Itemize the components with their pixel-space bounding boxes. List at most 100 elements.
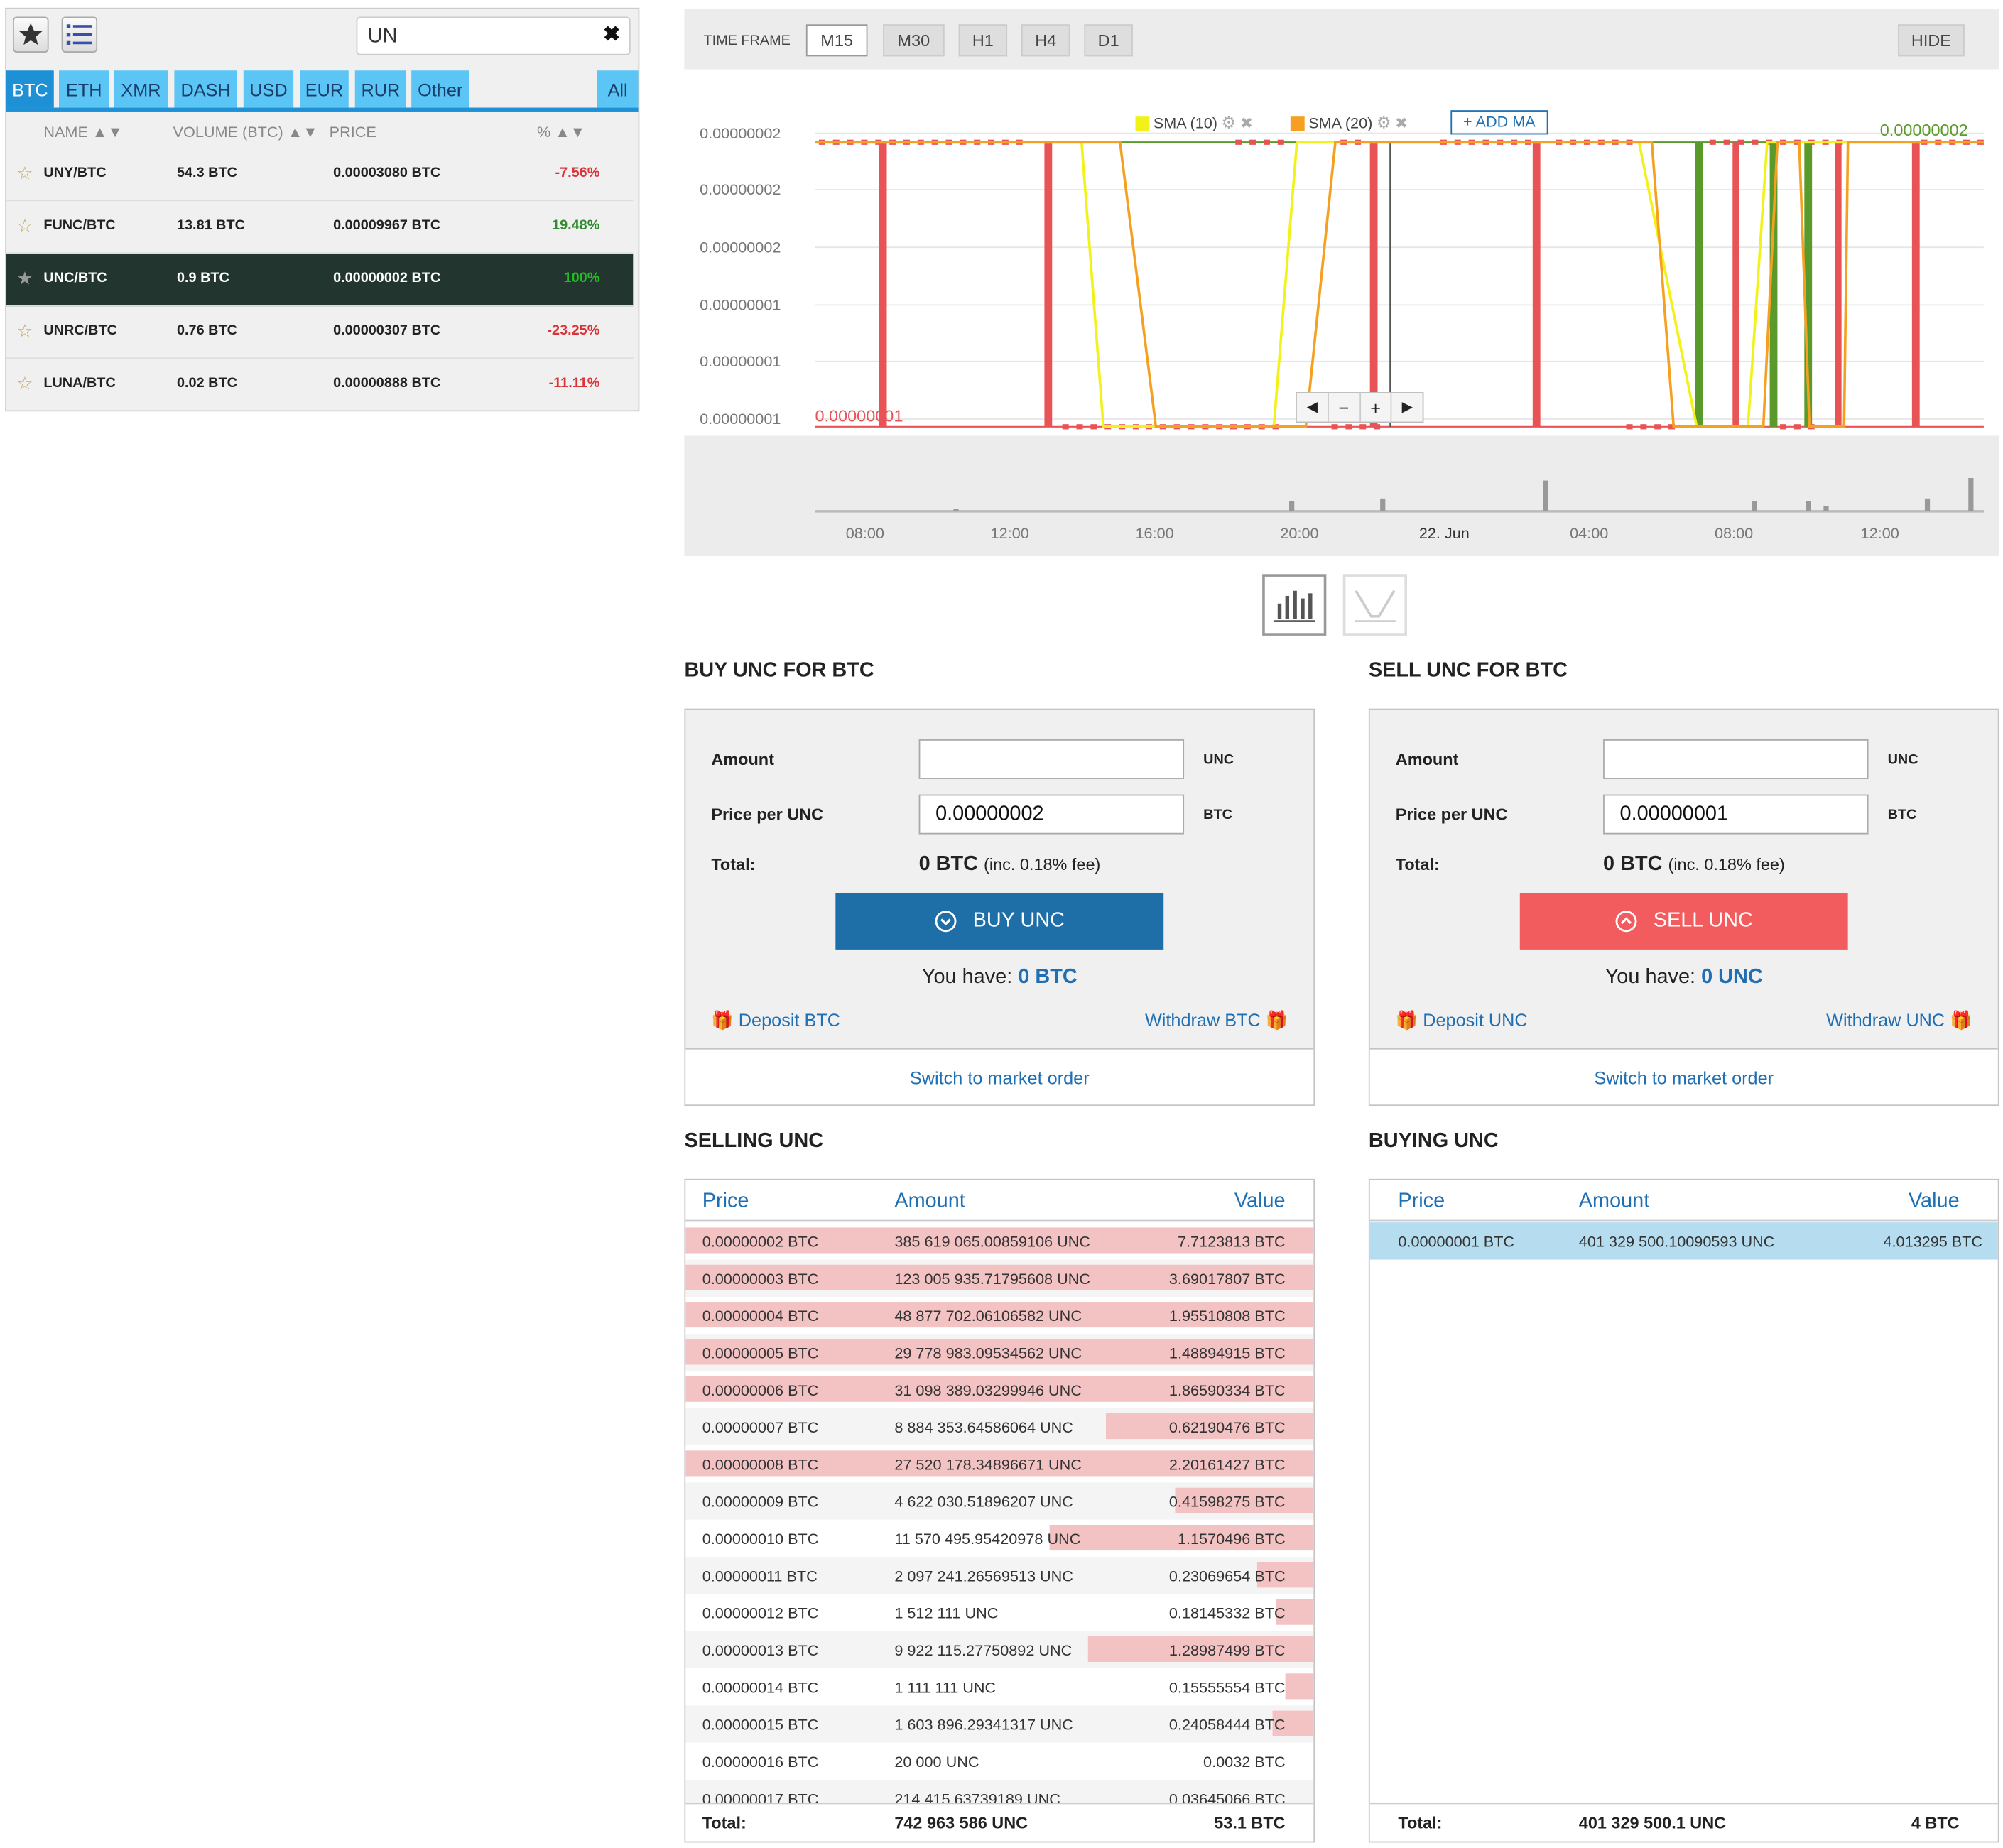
tab-usd[interactable]: USD — [243, 70, 294, 108]
scroll-left-icon[interactable]: ◀ — [1297, 393, 1329, 422]
sma20-legend[interactable]: SMA (20) ⚙ ✖ — [1290, 112, 1408, 134]
tf-h1[interactable]: H1 — [958, 24, 1008, 57]
tab-rur[interactable]: RUR — [354, 70, 406, 108]
depth-chart-toggle[interactable] — [1342, 574, 1408, 636]
tf-d1[interactable]: D1 — [1084, 24, 1133, 57]
sell-order-row[interactable]: 0.00000004 BTC 48 877 702.06106582 UNC 1… — [685, 1296, 1314, 1335]
sma10-legend[interactable]: SMA (10) ⚙ ✖ — [1135, 112, 1254, 134]
buy-amount-input[interactable] — [918, 739, 1185, 779]
withdraw-btc-link[interactable]: Withdraw BTC 🎁 — [1145, 1010, 1288, 1032]
sort-volume[interactable]: VOLUME (BTC) ▲▼ — [173, 123, 318, 141]
market-row[interactable]: ☆ UNRC/BTC 0.76 BTC 0.00000307 BTC -23.2… — [6, 306, 634, 359]
total-value: 53.1 BTC — [1214, 1812, 1286, 1833]
sell-order-row[interactable]: 0.00000015 BTC 1 603 896.29341317 UNC 0.… — [685, 1705, 1314, 1743]
star-outline-icon[interactable]: ☆ — [16, 373, 33, 393]
zoom-out-icon[interactable]: − — [1329, 393, 1361, 422]
tab-btc[interactable]: BTC — [6, 70, 54, 108]
gear-icon[interactable]: ⚙ — [1376, 112, 1391, 132]
market-row[interactable]: ☆ UNY/BTC 54.3 BTC 0.00003080 BTC -7.56% — [6, 148, 634, 202]
sort-change[interactable]: % ▲▼ — [536, 123, 586, 141]
buy-switch-market-order[interactable]: Switch to market order — [685, 1048, 1314, 1105]
sell-order-row[interactable]: 0.00000016 BTC 20 000 UNC 0.0032 BTC — [685, 1742, 1314, 1781]
x-tick-label: 22. Jun — [1419, 524, 1470, 542]
clear-search-icon[interactable]: ✖ — [603, 24, 621, 46]
candles-svg: 0.00000002 0.00000002 0.00000002 0.00000001… — [700, 124, 1984, 430]
candle-down — [1835, 142, 1842, 427]
sell-order-row[interactable]: 0.00000006 BTC 31 098 389.03299946 UNC 1… — [685, 1371, 1314, 1408]
sell-order-row[interactable]: 0.00000010 BTC 11 570 495.95420978 UNC 1… — [685, 1519, 1314, 1558]
star-outline-icon[interactable]: ☆ — [16, 215, 33, 236]
market-row[interactable]: ★ UNC/BTC 0.9 BTC 0.00000002 BTC 100% — [6, 254, 634, 307]
sell-order-row[interactable]: 0.00000008 BTC 27 520 178.34896671 UNC 2… — [685, 1445, 1314, 1483]
sell-amount-input[interactable] — [1603, 739, 1869, 779]
sell-switch-market-order[interactable]: Switch to market order — [1369, 1048, 1998, 1105]
gear-icon[interactable]: ⚙ — [1221, 112, 1237, 132]
star-outline-icon[interactable]: ☆ — [16, 163, 33, 184]
scroll-right-icon[interactable]: ▶ — [1401, 399, 1413, 415]
col-price: Price — [702, 1190, 749, 1212]
candle-up — [1769, 142, 1778, 427]
order-price: 0.00000006 BTC — [702, 1381, 819, 1400]
x-tick-label: 08:00 — [846, 524, 884, 542]
sell-order-row[interactable]: 0.00000012 BTC 1 512 111 UNC 0.18145332 … — [685, 1594, 1314, 1631]
market-volume: 0.9 BTC — [176, 270, 229, 286]
add-ma-button[interactable]: + ADD MA — [1450, 110, 1548, 135]
buy-order-row[interactable]: 0.00000001 BTC 401 329 500.10090593 UNC … — [1369, 1222, 1998, 1260]
depth-bar — [685, 1264, 1314, 1290]
sell-fee: (inc. 0.18% fee) — [1668, 854, 1785, 874]
doji-candle — [1235, 139, 1242, 145]
sell-price-input[interactable]: 0.00000001 — [1603, 794, 1869, 835]
doji-candle — [1263, 139, 1270, 145]
tab-xmr[interactable]: XMR — [114, 70, 168, 108]
star-outline-icon[interactable]: ☆ — [16, 320, 33, 341]
sell-order-row[interactable]: 0.00000007 BTC 8 884 353.64586064 UNC 0.… — [685, 1408, 1314, 1446]
sell-order-row[interactable]: 0.00000014 BTC 1 111 111 UNC 0.15555554 … — [685, 1668, 1314, 1706]
deposit-btc-link[interactable]: 🎁 Deposit BTC — [711, 1010, 840, 1032]
hide-chart-button[interactable]: HIDE — [1898, 24, 1965, 57]
sell-button[interactable]: SELL UNC — [1519, 893, 1848, 950]
tab-all[interactable]: All — [597, 70, 639, 108]
market-change: -23.25% — [547, 322, 600, 339]
sell-order-row[interactable]: 0.00000013 BTC 9 922 115.27750892 UNC 1.… — [685, 1631, 1314, 1669]
tf-h4[interactable]: H4 — [1021, 24, 1070, 57]
sell-order-row[interactable]: 0.00000002 BTC 385 619 065.00859106 UNC … — [685, 1222, 1314, 1260]
order-amount: 1 111 111 UNC — [894, 1678, 997, 1697]
order-amount: 2 097 241.26569513 UNC — [894, 1567, 1073, 1585]
star-filled-icon[interactable]: ★ — [16, 268, 33, 288]
deposit-unc-link[interactable]: 🎁 Deposit UNC — [1396, 1010, 1528, 1032]
search-input[interactable] — [367, 24, 599, 50]
order-value: 2.20161427 BTC — [1168, 1455, 1286, 1474]
tab-eth[interactable]: ETH — [58, 70, 109, 108]
tab-eur[interactable]: EUR — [300, 70, 349, 108]
sell-order-row[interactable]: 0.00000011 BTC 2 097 241.26569513 UNC 0.… — [685, 1557, 1314, 1594]
col-value: Value — [1908, 1190, 1960, 1212]
tf-m30[interactable]: M30 — [883, 24, 945, 57]
favorites-button[interactable] — [13, 16, 49, 53]
order-amount: 29 778 983.09534562 UNC — [894, 1344, 1082, 1362]
close-icon[interactable]: ✖ — [1395, 114, 1408, 132]
tf-m15[interactable]: M15 — [805, 24, 868, 57]
y-tick-label: 0.00000002 — [700, 180, 781, 198]
doji-candle — [1668, 424, 1676, 430]
depth-bar — [685, 1227, 1314, 1254]
tab-dash[interactable]: DASH — [174, 70, 237, 108]
tab-other[interactable]: Other — [411, 70, 469, 108]
market-row[interactable]: ☆ FUNC/BTC 13.81 BTC 0.00009967 BTC 19.4… — [6, 201, 634, 254]
list-view-button[interactable] — [61, 16, 98, 53]
sort-name[interactable]: NAME ▲▼ — [43, 123, 123, 141]
sell-order-row[interactable]: 0.00000005 BTC 29 778 983.09534562 UNC 1… — [685, 1334, 1314, 1371]
candle-chart-toggle[interactable] — [1262, 574, 1327, 636]
buy-button[interactable]: BUY UNC — [835, 893, 1164, 950]
sell-order-row[interactable]: 0.00000009 BTC 4 622 030.51896207 UNC 0.… — [685, 1482, 1314, 1520]
close-icon[interactable]: ✖ — [1239, 114, 1254, 132]
order-value: 1.48894915 BTC — [1168, 1344, 1286, 1362]
buy-price-input[interactable]: 0.00000002 — [918, 794, 1185, 835]
last-price-low: 0.00000001 — [815, 406, 903, 425]
zoom-in-icon[interactable]: + — [1360, 393, 1392, 422]
market-row[interactable]: ☆ LUNA/BTC 0.02 BTC 0.00000888 BTC -11.1… — [6, 359, 634, 412]
depth-bar — [1276, 1599, 1314, 1625]
buy-have-value: 0 BTC — [1018, 966, 1078, 989]
volume-bar — [1806, 501, 1811, 511]
withdraw-unc-link[interactable]: Withdraw UNC 🎁 — [1826, 1010, 1972, 1032]
sell-order-row[interactable]: 0.00000003 BTC 123 005 935.71795608 UNC … — [685, 1259, 1314, 1297]
